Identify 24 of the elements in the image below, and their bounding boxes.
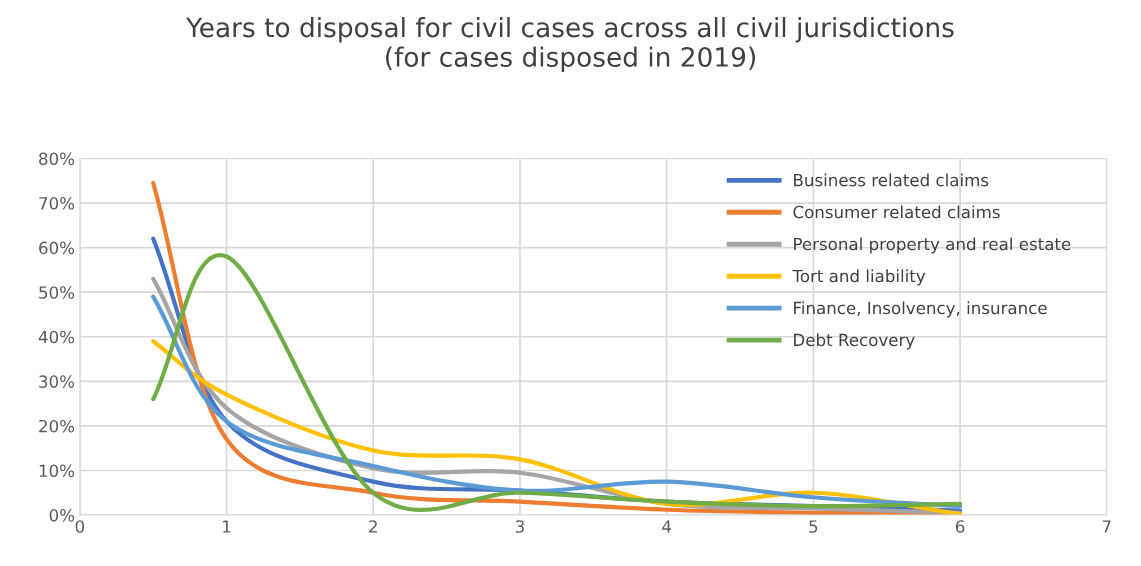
legend-label: Debt Recovery <box>794 333 915 350</box>
x-tick-label: 2 <box>369 520 377 533</box>
y-tick-label: 80% <box>39 152 75 166</box>
legend-label: Business related claims <box>794 173 989 187</box>
y-tick-label: 20% <box>39 419 75 433</box>
x-tick-label: 6 <box>955 520 965 533</box>
x-tick-label: 0 <box>75 520 85 533</box>
legend-label: Consumer related claims <box>793 205 1000 219</box>
chart-title: Years to disposal for civil cases across all civil jurisdictions (for cases disposed in 2019) <box>186 16 954 73</box>
y-tick-label: 70% <box>39 197 75 210</box>
y-tick-label: 0% <box>49 509 75 522</box>
y-tick-label: 50% <box>39 286 75 299</box>
legend-label: Personal property and real estate <box>794 237 1071 254</box>
x-tick-label: 4 <box>662 520 672 533</box>
x-tick-label: 7 <box>1102 520 1111 533</box>
y-tick-label: 40% <box>38 330 75 344</box>
legend-label: Finance, Insolvency, insurance <box>794 301 1047 318</box>
y-tick-label: 10% <box>39 464 75 478</box>
y-tick-label: 60% <box>39 241 75 255</box>
y-tick-label: 30% <box>39 375 75 388</box>
x-tick-label: 3 <box>515 520 524 533</box>
legend-label: Tort and liability <box>792 269 926 286</box>
x-tick-label: 5 <box>809 520 818 533</box>
x-tick-label: 1 <box>223 520 231 533</box>
